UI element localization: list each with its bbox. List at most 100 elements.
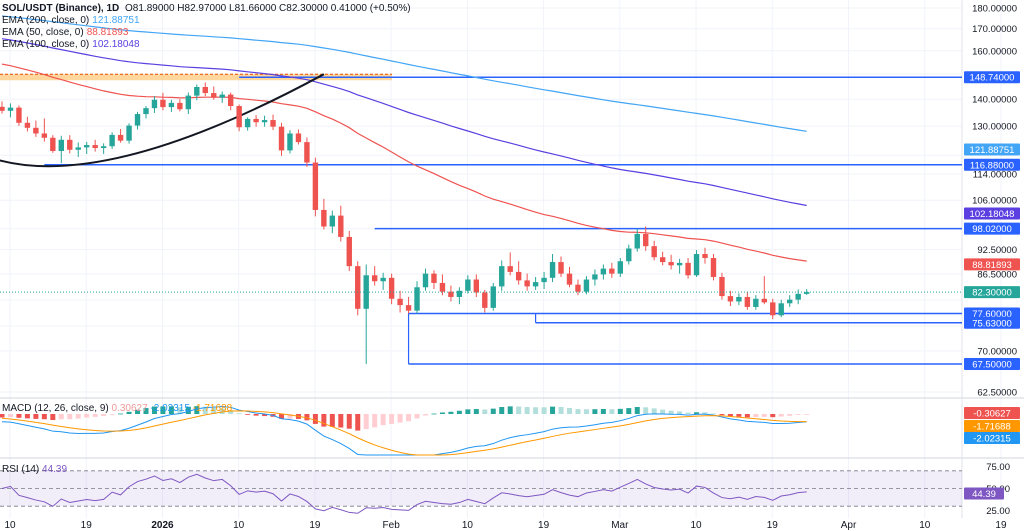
macd-histogram-bar bbox=[592, 409, 597, 414]
macd-histogram-bar bbox=[389, 414, 394, 424]
candle-body bbox=[635, 234, 640, 249]
candle-body bbox=[499, 266, 504, 286]
macd-histogram-bar bbox=[50, 414, 55, 420]
macd-signal-line bbox=[2, 411, 807, 455]
price-tick-label: 180.00000 bbox=[972, 4, 1017, 15]
macd-value-label: -1.71688 bbox=[973, 422, 1011, 433]
time-tick-label: 19 bbox=[538, 520, 550, 531]
price-tick-label: 86.50000 bbox=[977, 270, 1017, 281]
macd-histogram-bar bbox=[457, 411, 462, 414]
candle-body bbox=[304, 142, 309, 162]
candle-body bbox=[516, 272, 521, 280]
candle-body bbox=[143, 108, 148, 114]
candle-body bbox=[8, 108, 13, 111]
macd-histogram-bar bbox=[440, 412, 445, 414]
macd-histogram-bar bbox=[575, 409, 580, 414]
level-price-label: 75.63000 bbox=[972, 318, 1012, 329]
symbol-title: SOL/USDT (Binance), 1D bbox=[2, 3, 119, 14]
macd-histogram-bar bbox=[542, 407, 547, 414]
candle-body bbox=[220, 95, 225, 98]
candle-body bbox=[270, 120, 275, 127]
macd-histogram-bar bbox=[626, 408, 631, 414]
ema-price-label: 102.18048 bbox=[970, 209, 1015, 220]
candle-body bbox=[601, 269, 606, 275]
candle-body bbox=[313, 163, 318, 210]
legend-ema-200[interactable]: EMA (200, close, 0) 121.88751 bbox=[2, 15, 140, 26]
time-tick-label: 19 bbox=[995, 520, 1007, 531]
candle-body bbox=[50, 138, 55, 151]
macd-histogram-bar bbox=[753, 414, 758, 417]
candle-body bbox=[389, 278, 394, 299]
candle-body bbox=[25, 123, 30, 128]
legend-ema-100[interactable]: EMA (100, close, 0) 102.18048 bbox=[2, 39, 140, 50]
time-tick-label: 19 bbox=[309, 520, 321, 531]
macd-histogram-bar bbox=[8, 414, 13, 417]
macd-histogram-bar bbox=[618, 409, 623, 414]
macd-histogram-bar bbox=[338, 414, 343, 428]
macd-histogram-bar bbox=[779, 414, 784, 417]
candle-body bbox=[423, 274, 428, 288]
time-tick-label: 10 bbox=[4, 520, 16, 531]
macd-histogram-bar bbox=[804, 414, 809, 415]
price-tick-label: 114.00000 bbox=[973, 169, 1017, 180]
candle-body bbox=[787, 300, 792, 304]
legend-label: EMA (200, close, 0) bbox=[2, 15, 89, 26]
candle-body bbox=[135, 114, 140, 126]
macd-histogram-bar bbox=[533, 407, 538, 414]
candle-body bbox=[203, 87, 208, 93]
price-tick-label: 106.00000 bbox=[972, 196, 1017, 207]
macd-histogram-bar bbox=[694, 412, 699, 414]
macd-histogram-bar bbox=[448, 412, 453, 414]
candle-body bbox=[762, 299, 767, 303]
macd-histogram-bar bbox=[787, 414, 792, 416]
macd-histogram-bar bbox=[559, 407, 564, 414]
price-tick-label: 92.50000 bbox=[977, 245, 1017, 256]
candle-body bbox=[677, 263, 682, 265]
macd-histogram-bar bbox=[67, 414, 72, 419]
macd-histogram-bar bbox=[237, 413, 242, 414]
candle-body bbox=[92, 145, 97, 148]
macd-histogram-bar bbox=[482, 409, 487, 414]
macd-histogram-bar bbox=[516, 407, 521, 414]
legend-label: EMA (100, close, 0) bbox=[2, 39, 89, 50]
level-price-label: 67.50000 bbox=[972, 360, 1012, 371]
candle-body bbox=[245, 119, 250, 127]
candle-body bbox=[567, 274, 572, 285]
legend-value: 121.88751 bbox=[92, 15, 139, 26]
rsi-tick-label: 25.00 bbox=[986, 506, 1010, 517]
time-tick-label: Feb bbox=[383, 520, 401, 531]
candle-body bbox=[109, 135, 114, 146]
macd-histogram-bar bbox=[415, 414, 420, 418]
candle-body bbox=[59, 140, 64, 151]
candle-body bbox=[668, 262, 673, 265]
legend-value: 102.18048 bbox=[92, 39, 139, 50]
rsi-label: RSI (14) bbox=[2, 464, 39, 475]
candle-body bbox=[770, 302, 775, 315]
candle-body bbox=[397, 299, 402, 305]
candle-body bbox=[584, 280, 589, 292]
candle-body bbox=[431, 274, 436, 283]
rsi-band bbox=[0, 471, 962, 506]
candle-body bbox=[42, 133, 47, 137]
macd-histogram-bar bbox=[330, 414, 335, 427]
time-tick-label: 10 bbox=[691, 520, 703, 531]
candle-body bbox=[779, 303, 784, 315]
rsi-legend[interactable]: RSI (14) 44.39 bbox=[2, 464, 67, 475]
macd-histogram-bar bbox=[567, 408, 572, 414]
time-tick-label: 19 bbox=[81, 520, 93, 531]
candle-body bbox=[550, 262, 555, 278]
candle-body bbox=[211, 93, 216, 98]
macd-label: MACD (12, 26, close, 9) bbox=[2, 403, 109, 414]
macd-histogram-bar bbox=[42, 414, 47, 419]
candle-body bbox=[440, 283, 445, 292]
candle-body bbox=[524, 280, 529, 286]
macd-histogram-bar bbox=[677, 411, 682, 414]
macd-histogram-bar bbox=[508, 406, 513, 414]
macd-legend[interactable]: MACD (12, 26, close, 9) 0.30627 -2.02315… bbox=[2, 403, 232, 414]
candle-body bbox=[694, 254, 699, 275]
legend-ema-50[interactable]: EMA (50, close, 0) 88.81893 bbox=[2, 27, 128, 38]
macd-histogram-bar bbox=[0, 414, 5, 417]
macd-histogram-bar bbox=[525, 407, 530, 414]
candle-body bbox=[347, 237, 352, 266]
